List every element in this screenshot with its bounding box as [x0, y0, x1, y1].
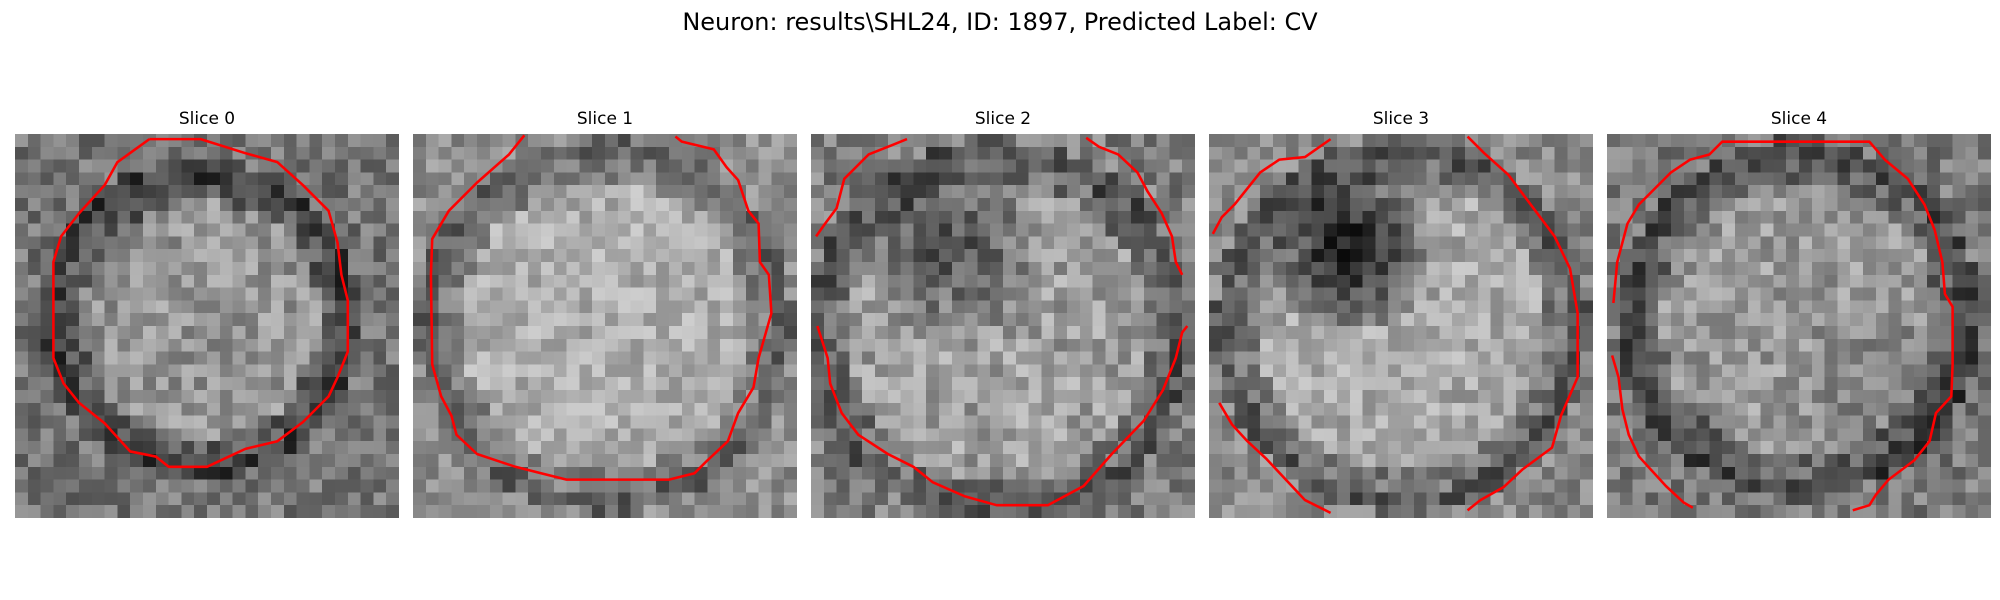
slice-title: Slice 3 [1209, 108, 1593, 130]
slice-image [1209, 134, 1593, 518]
slice-panel-1: Slice 1 [413, 108, 797, 130]
figure-title: Neuron: results\SHL24, ID: 1897, Predict… [0, 6, 2000, 38]
slice-image [1607, 134, 1991, 518]
slice-image [15, 134, 399, 518]
slice-panel-2: Slice 2 [811, 108, 1195, 130]
slice-image [413, 134, 797, 518]
slice-title: Slice 1 [413, 108, 797, 130]
slice-panel-4: Slice 4 [1607, 108, 1991, 130]
slice-title: Slice 0 [15, 108, 399, 130]
slice-panel-0: Slice 0 [15, 108, 399, 130]
slice-panel-3: Slice 3 [1209, 108, 1593, 130]
slice-title: Slice 4 [1607, 108, 1991, 130]
slice-image [811, 134, 1195, 518]
slice-title: Slice 2 [811, 108, 1195, 130]
